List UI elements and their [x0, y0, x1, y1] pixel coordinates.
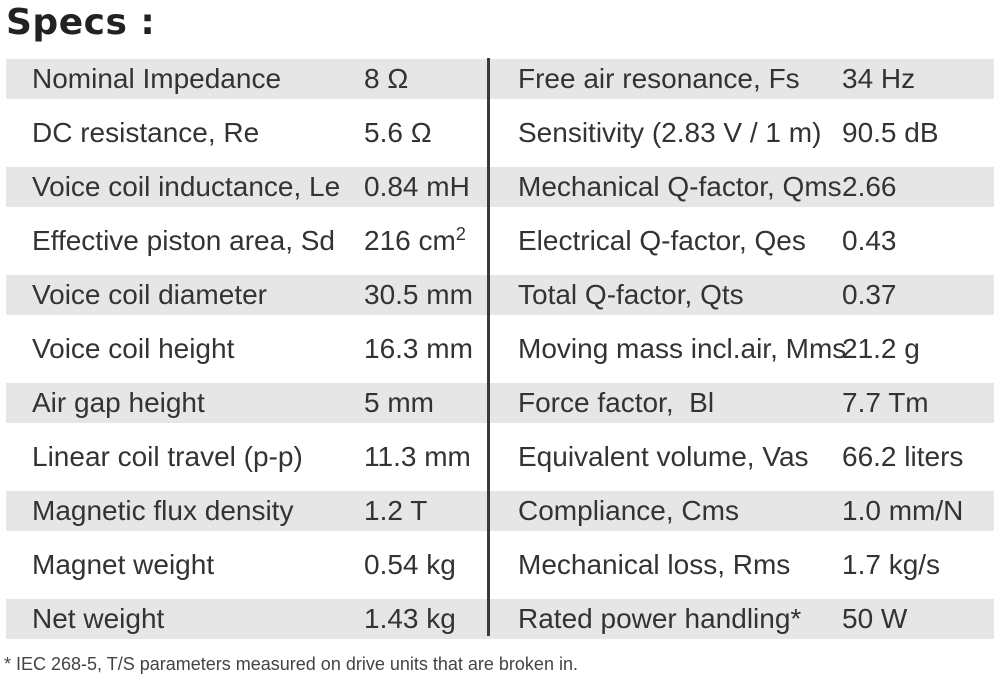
spec-label: Equivalent volume, Vas	[518, 441, 809, 472]
footnote: * IEC 268-5, T/S parameters measured on …	[4, 654, 578, 674]
spec-row: DC resistance, Re 5.6 Ω Sensitivity (2.8…	[6, 110, 994, 164]
spec-value: 66.2 liters	[842, 441, 964, 472]
spec-value: 2.66	[842, 171, 897, 202]
row-background	[6, 275, 994, 315]
spec-label: Linear coil travel (p-p)	[32, 441, 303, 472]
spec-row: Voice coil height 16.3 mm Moving mass in…	[6, 326, 994, 380]
spec-label: Total Q-factor, Qts	[518, 279, 744, 310]
column-divider	[487, 58, 490, 636]
spec-value: 0.37	[842, 279, 897, 310]
spec-label: Mechanical loss, Rms	[518, 549, 791, 580]
spec-row: Magnet weight 0.54 kg Mechanical loss, R…	[6, 542, 994, 596]
spec-value: 11.3 mm	[364, 441, 471, 472]
spec-value: 5.6 Ω	[364, 117, 432, 148]
specs-table: Nominal Impedance 8 Ω Free air resonance…	[6, 56, 994, 650]
spec-label: Voice coil diameter	[32, 279, 268, 310]
spec-value: 7.7 Tm	[842, 387, 929, 418]
spec-row: Magnetic flux density 1.2 T Compliance, …	[6, 488, 994, 542]
spec-value: 1.2 T	[364, 495, 428, 526]
spec-label: Sensitivity (2.83 V / 1 m)	[518, 117, 822, 148]
row-background	[6, 491, 994, 531]
spec-value: 5 mm	[364, 387, 434, 418]
spec-value: 30.5 mm	[364, 279, 473, 310]
spec-label: Mechanical Q-factor, Qms	[518, 171, 842, 202]
row-background	[6, 167, 994, 207]
spec-value: 90.5 dB	[842, 117, 939, 148]
spec-row: Voice coil diameter 30.5 mm Total Q-fact…	[6, 272, 994, 326]
spec-value-text: 216 cm	[364, 225, 456, 256]
spec-value: 1.7 kg/s	[842, 549, 941, 580]
row-background	[6, 599, 994, 639]
spec-label: Voice coil inductance, Le	[32, 171, 341, 202]
spec-label: Net weight	[32, 603, 165, 634]
spec-row: Air gap height 5 mm Force factor, Bl 7.7…	[6, 380, 994, 434]
spec-value: 216 cm2	[364, 222, 466, 260]
spec-label: Air gap height	[32, 387, 205, 418]
spec-row: Effective piston area, Sd 216 cm2 Electr…	[6, 218, 994, 272]
spec-value: 16.3 mm	[364, 333, 473, 364]
spec-value: 1.43 kg	[364, 603, 456, 634]
spec-label: Moving mass incl.air, Mms	[518, 333, 847, 364]
spec-label: Compliance, Cms	[518, 495, 739, 526]
spec-value: 21.2 g	[842, 333, 920, 364]
spec-value: 8 Ω	[364, 63, 409, 94]
spec-row: Nominal Impedance 8 Ω Free air resonance…	[6, 56, 994, 110]
row-background	[6, 59, 994, 99]
spec-value: 0.43	[842, 225, 897, 256]
spec-row: Voice coil inductance, Le 0.84 mH Mechan…	[6, 164, 994, 218]
row-background	[6, 383, 994, 423]
page-title: Specs :	[6, 2, 156, 43]
spec-row: Net weight 1.43 kg Rated power handling*…	[6, 596, 994, 650]
spec-label: Magnet weight	[32, 549, 215, 580]
spec-row: Linear coil travel (p-p) 11.3 mm Equival…	[6, 434, 994, 488]
spec-label: Magnetic flux density	[32, 495, 294, 526]
spec-value: 50 W	[842, 603, 908, 634]
spec-label: Nominal Impedance	[32, 63, 282, 94]
spec-label: Electrical Q-factor, Qes	[518, 225, 806, 256]
spec-value: 0.84 mH	[364, 171, 470, 202]
spec-label: DC resistance, Re	[32, 117, 260, 148]
spec-label: Force factor, Bl	[518, 387, 715, 418]
spec-label: Voice coil height	[32, 333, 235, 364]
spec-value: 1.0 mm/N	[842, 495, 964, 526]
spec-value: 34 Hz	[842, 63, 916, 94]
spec-label: Effective piston area, Sd	[32, 225, 335, 256]
superscript: 2	[455, 224, 466, 244]
spec-label: Rated power handling*	[518, 603, 802, 634]
spec-value: 0.54 kg	[364, 549, 456, 580]
spec-label: Free air resonance, Fs	[518, 63, 800, 94]
